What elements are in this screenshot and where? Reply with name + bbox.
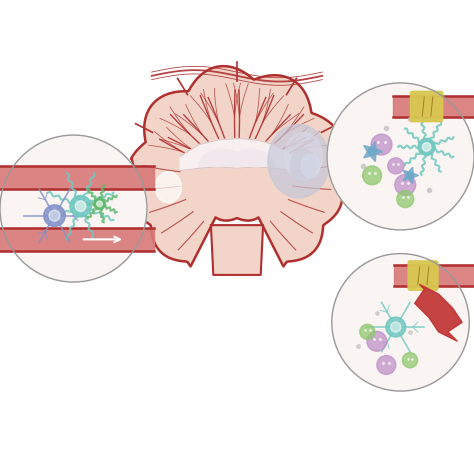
Circle shape bbox=[407, 172, 413, 179]
Polygon shape bbox=[131, 66, 343, 266]
Circle shape bbox=[371, 134, 392, 155]
Circle shape bbox=[49, 210, 60, 221]
Circle shape bbox=[97, 201, 102, 207]
Circle shape bbox=[397, 191, 414, 208]
Circle shape bbox=[363, 166, 382, 185]
Ellipse shape bbox=[155, 172, 181, 203]
Polygon shape bbox=[228, 149, 275, 166]
Circle shape bbox=[360, 324, 375, 339]
Polygon shape bbox=[364, 142, 383, 162]
Circle shape bbox=[0, 135, 147, 282]
Circle shape bbox=[418, 138, 435, 155]
FancyBboxPatch shape bbox=[408, 261, 438, 290]
Circle shape bbox=[332, 254, 469, 391]
Circle shape bbox=[386, 317, 406, 337]
Circle shape bbox=[327, 83, 474, 230]
Circle shape bbox=[377, 356, 396, 374]
Polygon shape bbox=[180, 138, 294, 171]
Circle shape bbox=[395, 174, 416, 195]
FancyBboxPatch shape bbox=[410, 91, 443, 122]
Polygon shape bbox=[211, 225, 263, 275]
Circle shape bbox=[402, 353, 418, 368]
Ellipse shape bbox=[290, 149, 317, 182]
Polygon shape bbox=[403, 167, 419, 183]
Circle shape bbox=[368, 147, 376, 156]
Ellipse shape bbox=[284, 133, 322, 180]
Ellipse shape bbox=[301, 154, 320, 178]
Circle shape bbox=[75, 201, 86, 211]
Circle shape bbox=[70, 195, 91, 217]
Ellipse shape bbox=[268, 124, 329, 198]
Circle shape bbox=[422, 143, 431, 151]
Polygon shape bbox=[199, 149, 246, 166]
Circle shape bbox=[388, 158, 404, 174]
Circle shape bbox=[44, 205, 65, 227]
Circle shape bbox=[367, 331, 387, 351]
Circle shape bbox=[94, 198, 105, 210]
Circle shape bbox=[391, 322, 401, 332]
Polygon shape bbox=[415, 284, 462, 341]
